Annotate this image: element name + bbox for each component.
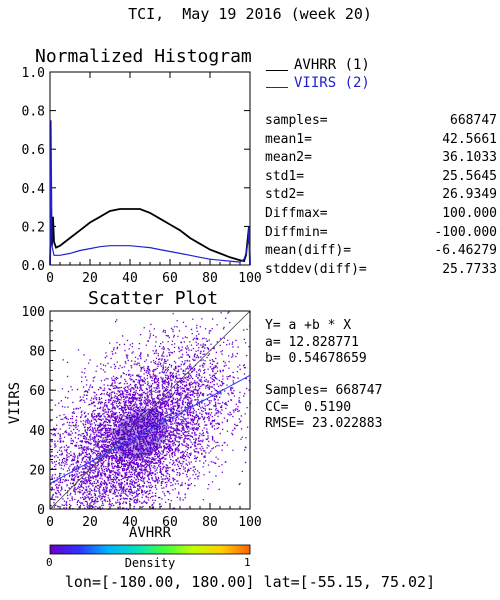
scatter-x-tick-label: 80 <box>202 515 218 530</box>
histogram-series-viirs <box>49 120 251 266</box>
histogram-y-tick-label: 0.4 <box>22 182 46 197</box>
histogram-x-tick-label: 20 <box>82 271 98 286</box>
scatter-point-cloud <box>50 311 251 511</box>
histogram-title: Normalized Histogram <box>35 46 252 67</box>
stat-key: samples= <box>265 113 328 128</box>
histogram-frame <box>49 71 251 266</box>
scatter-points <box>50 311 251 511</box>
scatter-title: Scatter Plot <box>88 288 219 309</box>
regression-a: a= 12.828771 <box>265 335 359 350</box>
histogram-y-tick-label: 0.6 <box>22 143 45 158</box>
stat-key: Diffmin= <box>265 224 328 240</box>
stat-key: mean1= <box>265 131 312 147</box>
stat-value: 668747 <box>450 113 497 128</box>
legend-line-avhrr <box>266 70 288 71</box>
stat-value: 36.1033 <box>442 150 497 166</box>
stat-value: 25.7733 <box>442 261 497 277</box>
scatter-density-core <box>112 408 168 460</box>
regression-b: b= 0.54678659 <box>265 351 367 366</box>
stat-value: -6.46279 <box>434 243 497 259</box>
scatter-y-tick-label: 0 <box>37 503 45 518</box>
histogram-x-tick-label: 0 <box>46 271 54 286</box>
stat-key: Diffmax= <box>265 206 328 221</box>
scatter-y-tick-label: 80 <box>29 345 45 360</box>
scatter-x-tick-label: 0 <box>46 515 54 530</box>
stat-key: stddev(diff)= <box>265 261 367 277</box>
scatter-x-axis-label: AVHRR <box>128 525 172 541</box>
colorbar-min-label: 0 <box>46 556 53 569</box>
stat-value: 26.9349 <box>442 187 497 203</box>
stat-key: mean2= <box>265 150 312 166</box>
lon-lat-footer: lon=[-180.00, 180.00] lat=[-55.15, 75.02… <box>64 573 436 591</box>
scatter-x-tick-label: 20 <box>82 515 98 530</box>
histogram-x-tick-label: 80 <box>202 271 218 286</box>
stat-value: 100.000 <box>442 206 497 221</box>
legend-line-viirs <box>266 87 288 88</box>
scatter-x-tick-label: 100 <box>238 515 261 530</box>
histogram-y-tick-label: 0.8 <box>22 105 45 120</box>
histogram-y-tick-label: 0.2 <box>22 220 45 235</box>
stat-value: 42.5661 <box>442 131 497 147</box>
stat-key: std1= <box>265 168 305 184</box>
colorbar-max-label: 1 <box>244 556 251 569</box>
scatter-identity-line <box>49 310 251 510</box>
stat-key: std2= <box>265 187 305 203</box>
scatter-x-tick-label: 40 <box>122 515 138 530</box>
histogram-x-tick-label: 60 <box>162 271 178 286</box>
regression-equation: Y= a +b * X <box>265 318 352 333</box>
colorbar-label: Density <box>124 556 176 570</box>
histogram-series-avhrr <box>49 207 251 266</box>
scatter-x-tick-label: 60 <box>162 515 178 530</box>
scatter-y-tick-label: 20 <box>29 463 45 478</box>
stat-value: 25.5645 <box>442 168 497 184</box>
regression-rmse: RMSE= 23.022883 <box>265 416 383 431</box>
regression-cc: CC= 0.5190 <box>265 400 352 415</box>
scatter-y-tick-label: 100 <box>22 305 45 320</box>
histogram-x-tick-label: 40 <box>122 271 138 286</box>
histogram-x-tick-label: 100 <box>238 271 261 286</box>
stat-key: mean(diff)= <box>265 243 352 259</box>
legend-label-avhrr: AVHRR (1) <box>294 57 370 73</box>
scatter-y-tick-label: 60 <box>29 384 45 399</box>
legend-label-viirs: VIIRS (2) <box>294 75 370 91</box>
scatter-y-tick-label: 40 <box>29 424 45 439</box>
scatter-regression-line <box>49 374 251 485</box>
histogram-y-tick-label: 1.0 <box>22 66 45 81</box>
histogram-y-tick-label: 0.0 <box>22 259 45 274</box>
main-title: TCI, May 19 2016 (week 20) <box>128 5 372 23</box>
colorbar <box>49 544 251 555</box>
regression-samples: Samples= 668747 <box>265 383 383 398</box>
stat-value: -100.000 <box>434 224 497 240</box>
